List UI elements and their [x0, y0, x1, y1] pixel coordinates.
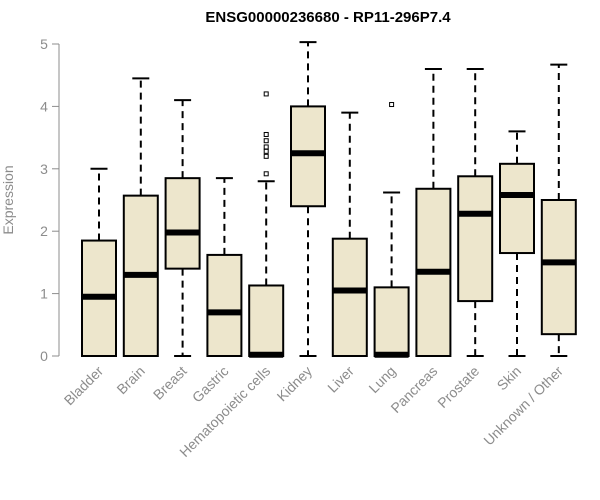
iqr-box: [206, 253, 243, 357]
y-tick-label: 5: [40, 36, 48, 52]
chart-title: ENSG00000236680 - RP11-296P7.4: [205, 9, 451, 26]
x-tick-label: Prostate: [434, 363, 482, 411]
iqr-box: [373, 286, 410, 357]
iqr-box: [164, 177, 201, 270]
outlier-point: [263, 144, 269, 150]
x-tick-label: Lung: [365, 363, 398, 396]
outlier-point: [263, 131, 269, 137]
box-breast: [164, 99, 201, 357]
outlier-point: [263, 138, 269, 144]
x-tick-label: Breast: [150, 363, 190, 403]
y-tick-label: 0: [40, 348, 48, 364]
x-tick-label: Brain: [113, 363, 147, 397]
box-pancreas: [415, 67, 452, 357]
outlier-point: [263, 148, 269, 154]
y-axis: 0 1 2 3 4 5: [40, 36, 60, 364]
x-tick-label: Unknown / Other: [480, 363, 566, 449]
box-liver: [331, 111, 368, 357]
outlier-point: [263, 153, 269, 159]
iqr-box: [540, 199, 577, 336]
box-prostate: [457, 67, 494, 357]
y-axis-label: Expression: [0, 165, 16, 234]
y-tick-label: 4: [40, 98, 48, 114]
box-bladder: [81, 167, 117, 357]
box-kidney: [290, 41, 326, 357]
boxes-group: [81, 41, 577, 358]
iqr-box: [499, 162, 535, 255]
iqr-box: [331, 237, 368, 357]
x-tick-label: Kidney: [274, 363, 316, 405]
box-skin: [499, 130, 535, 357]
box-lung: [373, 102, 410, 358]
outlier-point: [263, 171, 269, 177]
outlier-point: [389, 102, 395, 108]
y-tick-label: 1: [40, 286, 48, 302]
iqr-box: [457, 175, 494, 303]
outlier-point: [263, 91, 269, 97]
box-hematopoietic-cells: [248, 91, 285, 358]
x-tick-label: Liver: [324, 363, 357, 396]
iqr-box: [248, 284, 285, 358]
box-brain: [122, 77, 159, 357]
iqr-box: [290, 105, 326, 208]
x-tick-label: Bladder: [61, 363, 107, 409]
y-tick-label: 2: [40, 223, 48, 239]
box-unknown-other: [540, 63, 577, 357]
x-tick-label: Skin: [494, 363, 525, 394]
y-tick-label: 3: [40, 161, 48, 177]
box-gastric: [206, 177, 243, 357]
